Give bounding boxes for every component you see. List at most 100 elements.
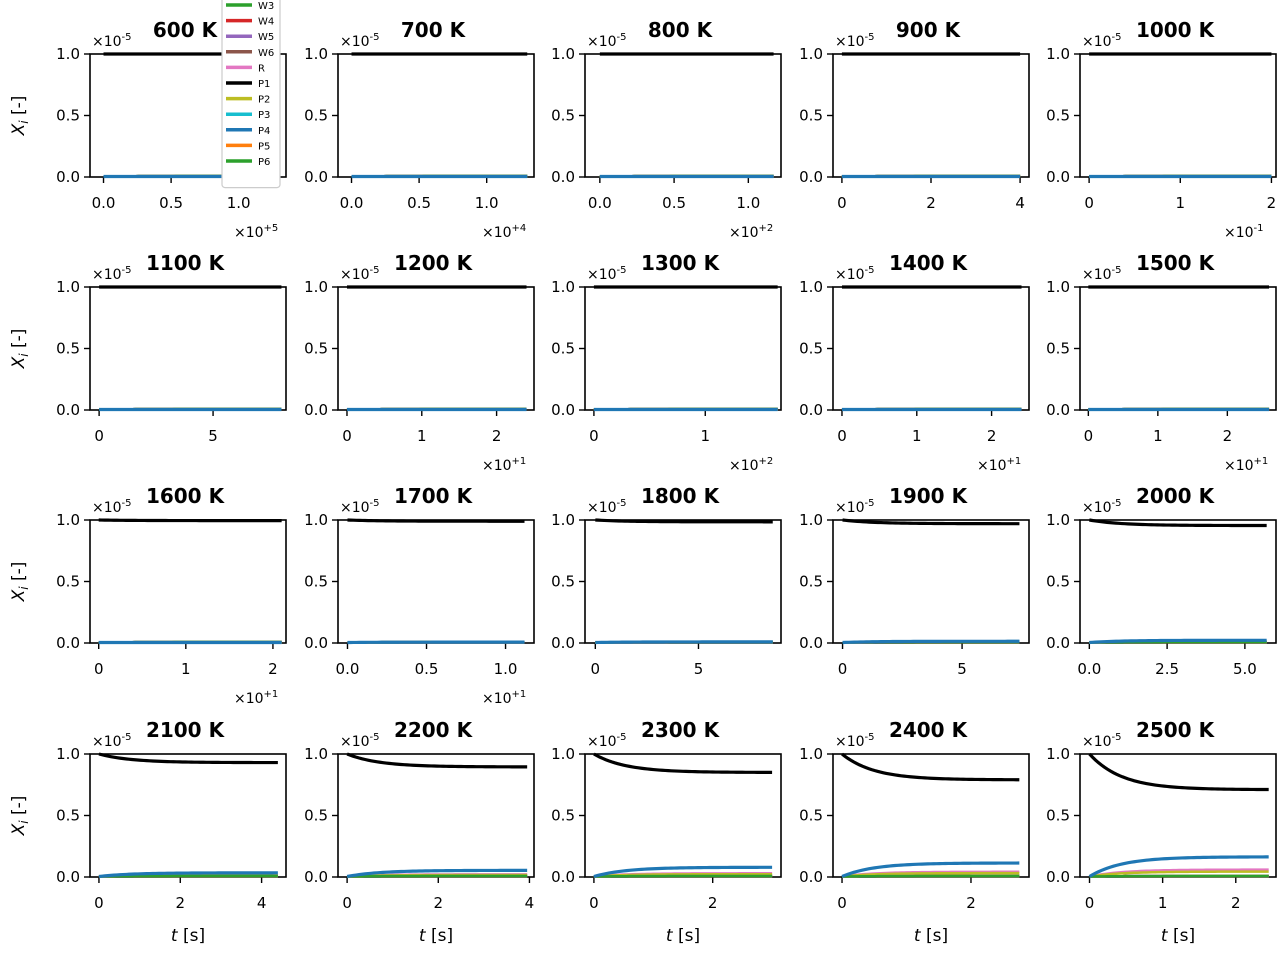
y-tick-label: 0.5 bbox=[799, 573, 823, 591]
subplot-title: 1000 K bbox=[1136, 18, 1216, 42]
y-tick-label: 0.0 bbox=[304, 868, 328, 886]
series-p2-line bbox=[1089, 870, 1269, 878]
x-tick-label: 1 bbox=[1158, 894, 1168, 912]
axes-frame bbox=[89, 753, 287, 878]
subplot-2400-k: 0.0 0.5 1.0 0 2 ×10-5 2400 K t [s] bbox=[799, 718, 1030, 946]
y-tick-label: 1.0 bbox=[799, 745, 823, 763]
y-tick-label: 0.5 bbox=[304, 107, 328, 125]
y-tick-label: 1.0 bbox=[799, 278, 823, 296]
y-offset-label: ×10-5 bbox=[1082, 265, 1122, 283]
axes-frame bbox=[337, 519, 535, 644]
y-offset-label: ×10-5 bbox=[835, 32, 875, 50]
x-tick-label: 4 bbox=[257, 894, 267, 912]
x-offset-label: ×10+5 bbox=[234, 223, 278, 241]
y-tick-label: 0.0 bbox=[1046, 168, 1070, 186]
series-p1-line bbox=[1088, 752, 1269, 792]
y-tick-label: 0.5 bbox=[304, 807, 328, 825]
y-tick-label: 0.0 bbox=[56, 168, 80, 186]
y-tick-label: 1.0 bbox=[1046, 45, 1070, 63]
y-offset-label: ×10-5 bbox=[587, 732, 627, 750]
legend-box bbox=[221, 0, 281, 189]
subplot-title: 2100 K bbox=[146, 718, 226, 742]
x-offset-label: ×10+1 bbox=[482, 456, 526, 474]
x-tick-label: 0 bbox=[838, 660, 848, 678]
y-tick-label: 1.0 bbox=[799, 45, 823, 63]
subplot-900-k: 0.0 0.5 1.0 0 2 4 ×10-5 900 K bbox=[799, 18, 1030, 212]
x-tick-label: 2 bbox=[926, 194, 936, 212]
y-tick-label: 0.5 bbox=[1046, 573, 1070, 591]
y-tick-label: 0.0 bbox=[304, 634, 328, 652]
y-tick-label: 0.0 bbox=[799, 634, 823, 652]
x-tick-label: 0.5 bbox=[415, 660, 439, 678]
legend-label-p6: P6 bbox=[258, 157, 270, 168]
axes-frame bbox=[337, 753, 535, 878]
y-tick-label: 0.0 bbox=[1046, 634, 1070, 652]
x-tick-label: 5 bbox=[957, 660, 967, 678]
subplot-title: 1700 K bbox=[394, 484, 474, 508]
x-tick-label: 2 bbox=[1231, 894, 1241, 912]
x-offset-label: ×10-1 bbox=[1224, 223, 1264, 241]
x-tick-label: 2 bbox=[1223, 427, 1233, 445]
y-tick-label: 1.0 bbox=[304, 45, 328, 63]
x-offset-label: ×10+1 bbox=[1224, 456, 1268, 474]
y-tick-label: 0.5 bbox=[799, 807, 823, 825]
x-tick-label: 1 bbox=[1153, 427, 1163, 445]
subplot-600-k: 0.0 0.5 1.0 0.0 0.5 1.0 ×10-5 ×10+5 600 K Xi [-] bbox=[9, 18, 287, 241]
subplot-700-k: 0.0 0.5 1.0 0.0 0.5 1.0 ×10-5 ×10+4 700 K bbox=[304, 18, 535, 241]
y-tick-label: 1.0 bbox=[304, 745, 328, 763]
y-offset-label: ×10-5 bbox=[92, 732, 132, 750]
y-tick-label: 0.5 bbox=[56, 340, 80, 358]
x-tick-label: 1 bbox=[700, 427, 710, 445]
y-tick-label: 1.0 bbox=[1046, 745, 1070, 763]
y-offset-label: ×10-5 bbox=[92, 498, 132, 516]
y-tick-label: 0.5 bbox=[1046, 807, 1070, 825]
y-axis-label: Xi [-] bbox=[9, 562, 31, 603]
x-tick-label: 5 bbox=[208, 427, 218, 445]
axes-frame bbox=[337, 53, 535, 178]
y-tick-label: 1.0 bbox=[551, 745, 575, 763]
y-offset-label: ×10-5 bbox=[835, 265, 875, 283]
series-p1-line bbox=[595, 518, 773, 524]
x-tick-label: 1 bbox=[1176, 194, 1186, 212]
series-p1-line bbox=[1089, 518, 1267, 528]
x-tick-label: 2 bbox=[1267, 194, 1277, 212]
legend: W3 W4 W5 W6 R P1 P2 P3 P4 P5 P6 bbox=[221, 0, 281, 189]
x-tick-label: 0.0 bbox=[1077, 660, 1101, 678]
y-tick-label: 0.5 bbox=[56, 107, 80, 125]
subplot-1900-k: 0.0 0.5 1.0 0 5 ×10-5 1900 K bbox=[799, 484, 1030, 678]
y-tick-label: 1.0 bbox=[551, 511, 575, 529]
legend-label-p2: P2 bbox=[258, 95, 270, 106]
y-tick-label: 0.0 bbox=[551, 634, 575, 652]
x-axis-label: t [s] bbox=[1161, 926, 1195, 946]
axes-frame bbox=[584, 519, 782, 644]
series-p4-line bbox=[346, 868, 528, 879]
axes-frame bbox=[832, 753, 1030, 878]
subplot-title: 900 K bbox=[896, 18, 962, 42]
subplot-title: 1200 K bbox=[394, 251, 474, 275]
subplot-1500-k: 0.0 0.5 1.0 0 1 2 ×10-5 ×10+1 1500 K bbox=[1046, 251, 1277, 474]
y-tick-label: 0.5 bbox=[1046, 340, 1070, 358]
x-tick-label: 2 bbox=[492, 427, 502, 445]
x-tick-label: 2 bbox=[268, 660, 278, 678]
axes-frame bbox=[1079, 519, 1277, 644]
series-p1-line bbox=[842, 518, 1020, 526]
series-p4-line bbox=[1088, 855, 1269, 878]
x-tick-label: 1.0 bbox=[475, 194, 499, 212]
y-tick-label: 1.0 bbox=[304, 511, 328, 529]
subplot-800-k: 0.0 0.5 1.0 0.0 0.5 1.0 ×10-5 ×10+2 800 K bbox=[551, 18, 782, 241]
x-axis-label: t [s] bbox=[914, 926, 948, 946]
y-tick-label: 1.0 bbox=[56, 511, 80, 529]
series-p1-line bbox=[347, 518, 525, 523]
y-tick-label: 0.0 bbox=[551, 401, 575, 419]
subplot-1800-k: 0.0 0.5 1.0 0 5 ×10-5 1800 K bbox=[551, 484, 782, 678]
series-p4-line bbox=[842, 639, 1020, 645]
axes-frame bbox=[832, 286, 1030, 411]
y-tick-label: 0.0 bbox=[799, 168, 823, 186]
x-tick-label: 0 bbox=[1084, 194, 1094, 212]
x-tick-label: 0.0 bbox=[588, 194, 612, 212]
subplot-1600-k: 0.0 0.5 1.0 0 1 2 ×10-5 ×10+1 1600 K Xi [-] bbox=[9, 484, 287, 707]
y-offset-label: ×10-5 bbox=[340, 732, 380, 750]
x-tick-label: 2.5 bbox=[1155, 660, 1179, 678]
subplot-title: 1900 K bbox=[889, 484, 969, 508]
x-tick-label: 0 bbox=[342, 427, 352, 445]
